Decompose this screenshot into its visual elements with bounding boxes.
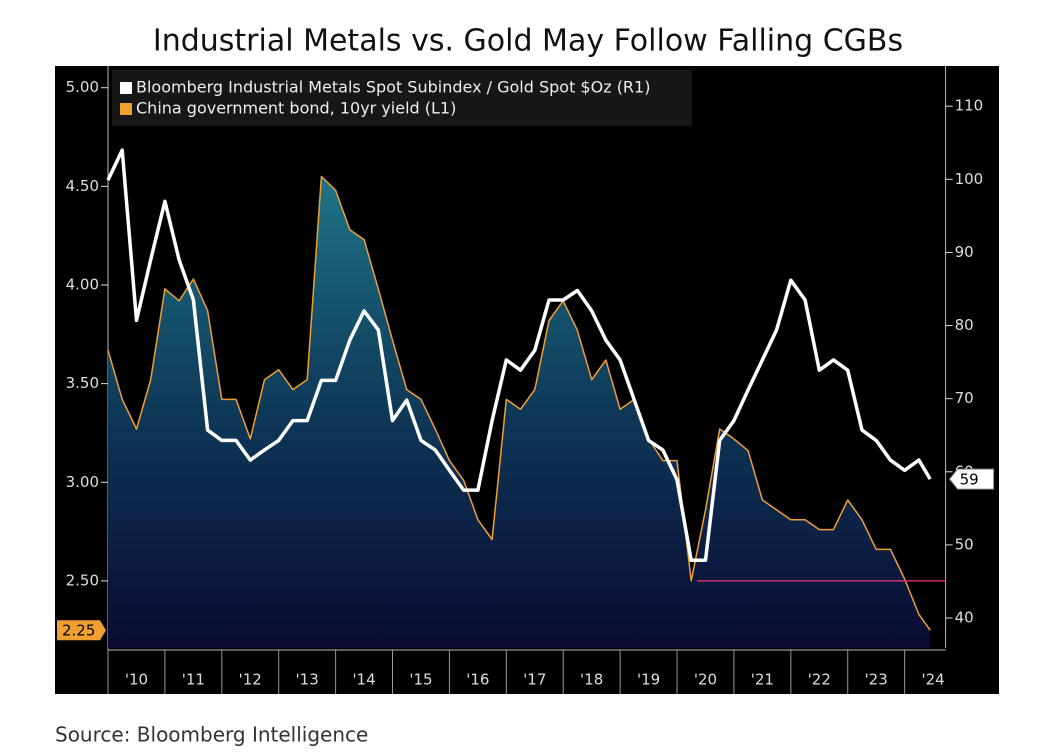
- x-tick-label: '20: [694, 671, 717, 689]
- x-tick-label: '11: [182, 671, 205, 689]
- series-line: [107, 175, 931, 631]
- x-tick-label: '15: [409, 671, 432, 689]
- y2-tick-label: 50: [955, 535, 974, 553]
- x-tick-label: '21: [751, 671, 774, 689]
- y-tick-label: 4.00: [66, 275, 99, 293]
- y2-tick-label: 70: [955, 389, 974, 407]
- chart-title: Industrial Metals vs. Gold May Follow Fa…: [153, 24, 903, 59]
- x-tick-label: '17: [523, 671, 546, 689]
- series-line: [106, 148, 932, 563]
- last-value-label: 2.25: [62, 622, 95, 640]
- y-tick-label: 3.50: [66, 374, 99, 392]
- y2-tick-label: 110: [955, 97, 984, 115]
- last-value-box: [57, 620, 106, 641]
- y-tick-label: 5.00: [66, 78, 99, 96]
- y2-tick-label: 100: [955, 170, 984, 188]
- x-tick-label: '12: [239, 671, 262, 689]
- y-tick-label: 3.00: [66, 473, 99, 491]
- y2-tick-label: 40: [955, 609, 974, 627]
- legend-swatch: [120, 103, 132, 115]
- y-tick-label: 4.50: [66, 177, 99, 195]
- x-tick-label: '18: [580, 671, 603, 689]
- last-value-label: 59: [960, 471, 979, 489]
- x-tick-label: '13: [296, 671, 319, 689]
- legend-box: [112, 70, 692, 126]
- y-tick-label: 2.50: [66, 571, 99, 589]
- legend-label: Bloomberg Industrial Metals Spot Subinde…: [136, 78, 650, 97]
- x-tick-label: '10: [125, 671, 148, 689]
- source: Source: Bloomberg Intelligence: [55, 723, 368, 747]
- y2-tick-label: 80: [955, 316, 974, 334]
- y2-tick-label: 90: [955, 243, 974, 261]
- x-tick-label: '16: [466, 671, 489, 689]
- x-tick-label: '19: [637, 671, 660, 689]
- x-tick-label: '22: [808, 671, 831, 689]
- x-tick-label: '14: [352, 671, 375, 689]
- legend-swatch: [120, 82, 132, 94]
- x-tick-label: '24: [921, 671, 944, 689]
- x-tick-label: '23: [865, 671, 888, 689]
- last-value-box: [948, 468, 995, 490]
- legend-label: China government bond, 10yr yield (L1): [136, 99, 456, 118]
